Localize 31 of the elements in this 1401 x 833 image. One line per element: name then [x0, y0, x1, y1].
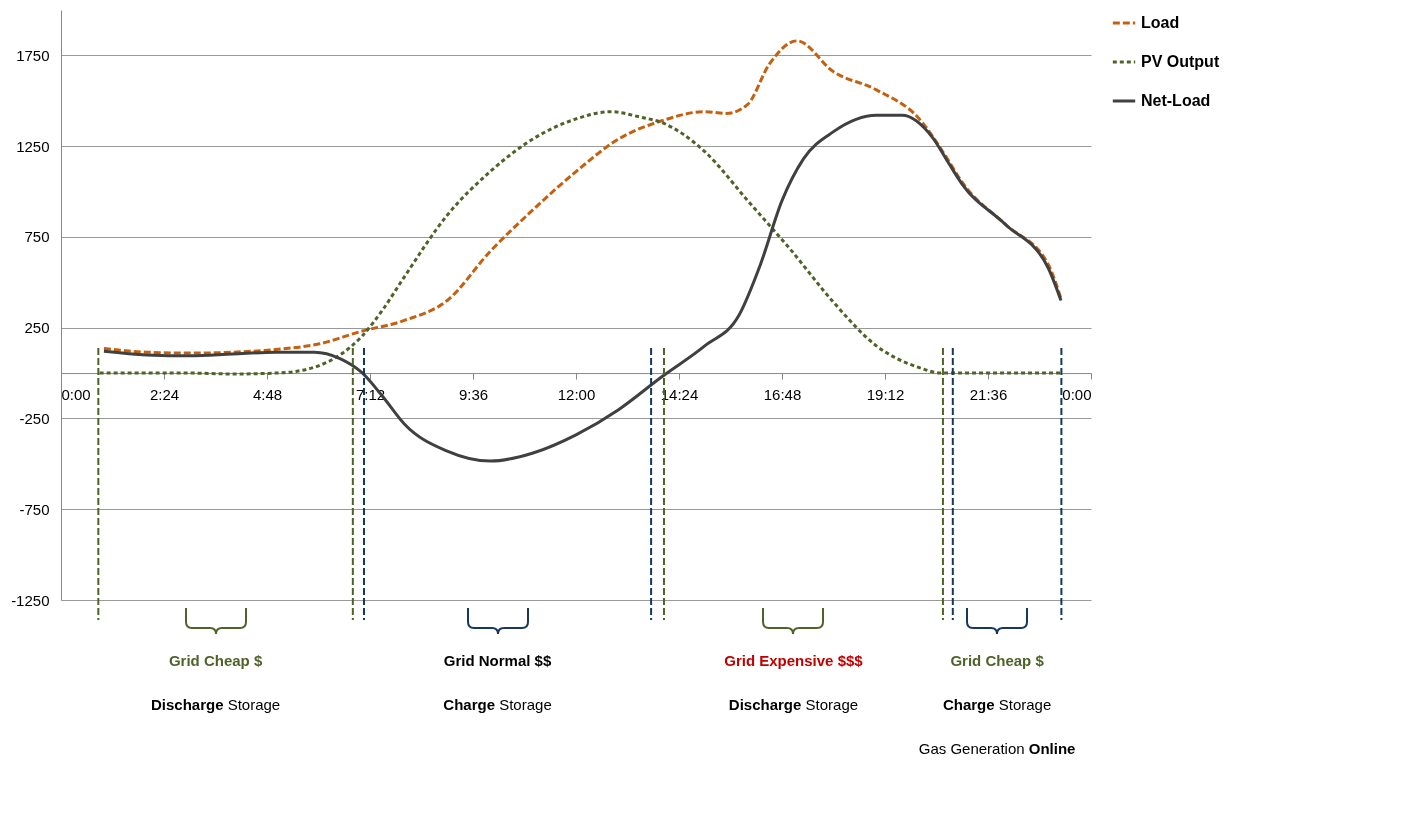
y-tick-label: -750 [19, 500, 50, 518]
y-tick-label: 750 [24, 228, 50, 246]
text: Grid Cheap $ [168, 652, 263, 669]
text: Charge Storage [443, 696, 552, 713]
x-tick-label: 9:36 [458, 385, 489, 403]
x-tick-label: 16:48 [763, 385, 802, 403]
y-tick-label: 1250 [16, 137, 50, 155]
line-series [102, 39, 1063, 355]
text: Discharge Storage [728, 696, 859, 713]
text: Discharge Storage [150, 696, 281, 713]
x-tick-label: 14:24 [660, 385, 699, 403]
x-tick-label: 12:00 [557, 385, 596, 403]
text: Grid Expensive $$$ [724, 652, 863, 669]
line-series [102, 113, 1063, 463]
x-tick-label: 2:24 [149, 385, 180, 403]
y-tick-label: -250 [19, 409, 50, 427]
y-tick-label: 1750 [16, 46, 50, 64]
text: Grid Cheap $ [950, 652, 1044, 669]
x-tick-label: 4:48 [252, 385, 283, 403]
legend-label: Net-Load [1141, 92, 1211, 109]
x-tick-label: 19:12 [866, 385, 905, 403]
y-tick-label: 250 [24, 319, 50, 337]
text: Charge Storage [942, 696, 1052, 713]
x-tick-label: 0:00 [1062, 385, 1092, 403]
y-tick-label: -1250 [11, 591, 50, 609]
x-tick-label: 0:00 [61, 385, 91, 403]
legend-label: Load [1141, 14, 1180, 31]
x-tick-label: 21:36 [969, 385, 1008, 403]
legend-label: PV Output [1141, 53, 1220, 70]
text: Gas Generation Online [918, 740, 1076, 757]
text: Grid Normal $$ [443, 652, 552, 669]
